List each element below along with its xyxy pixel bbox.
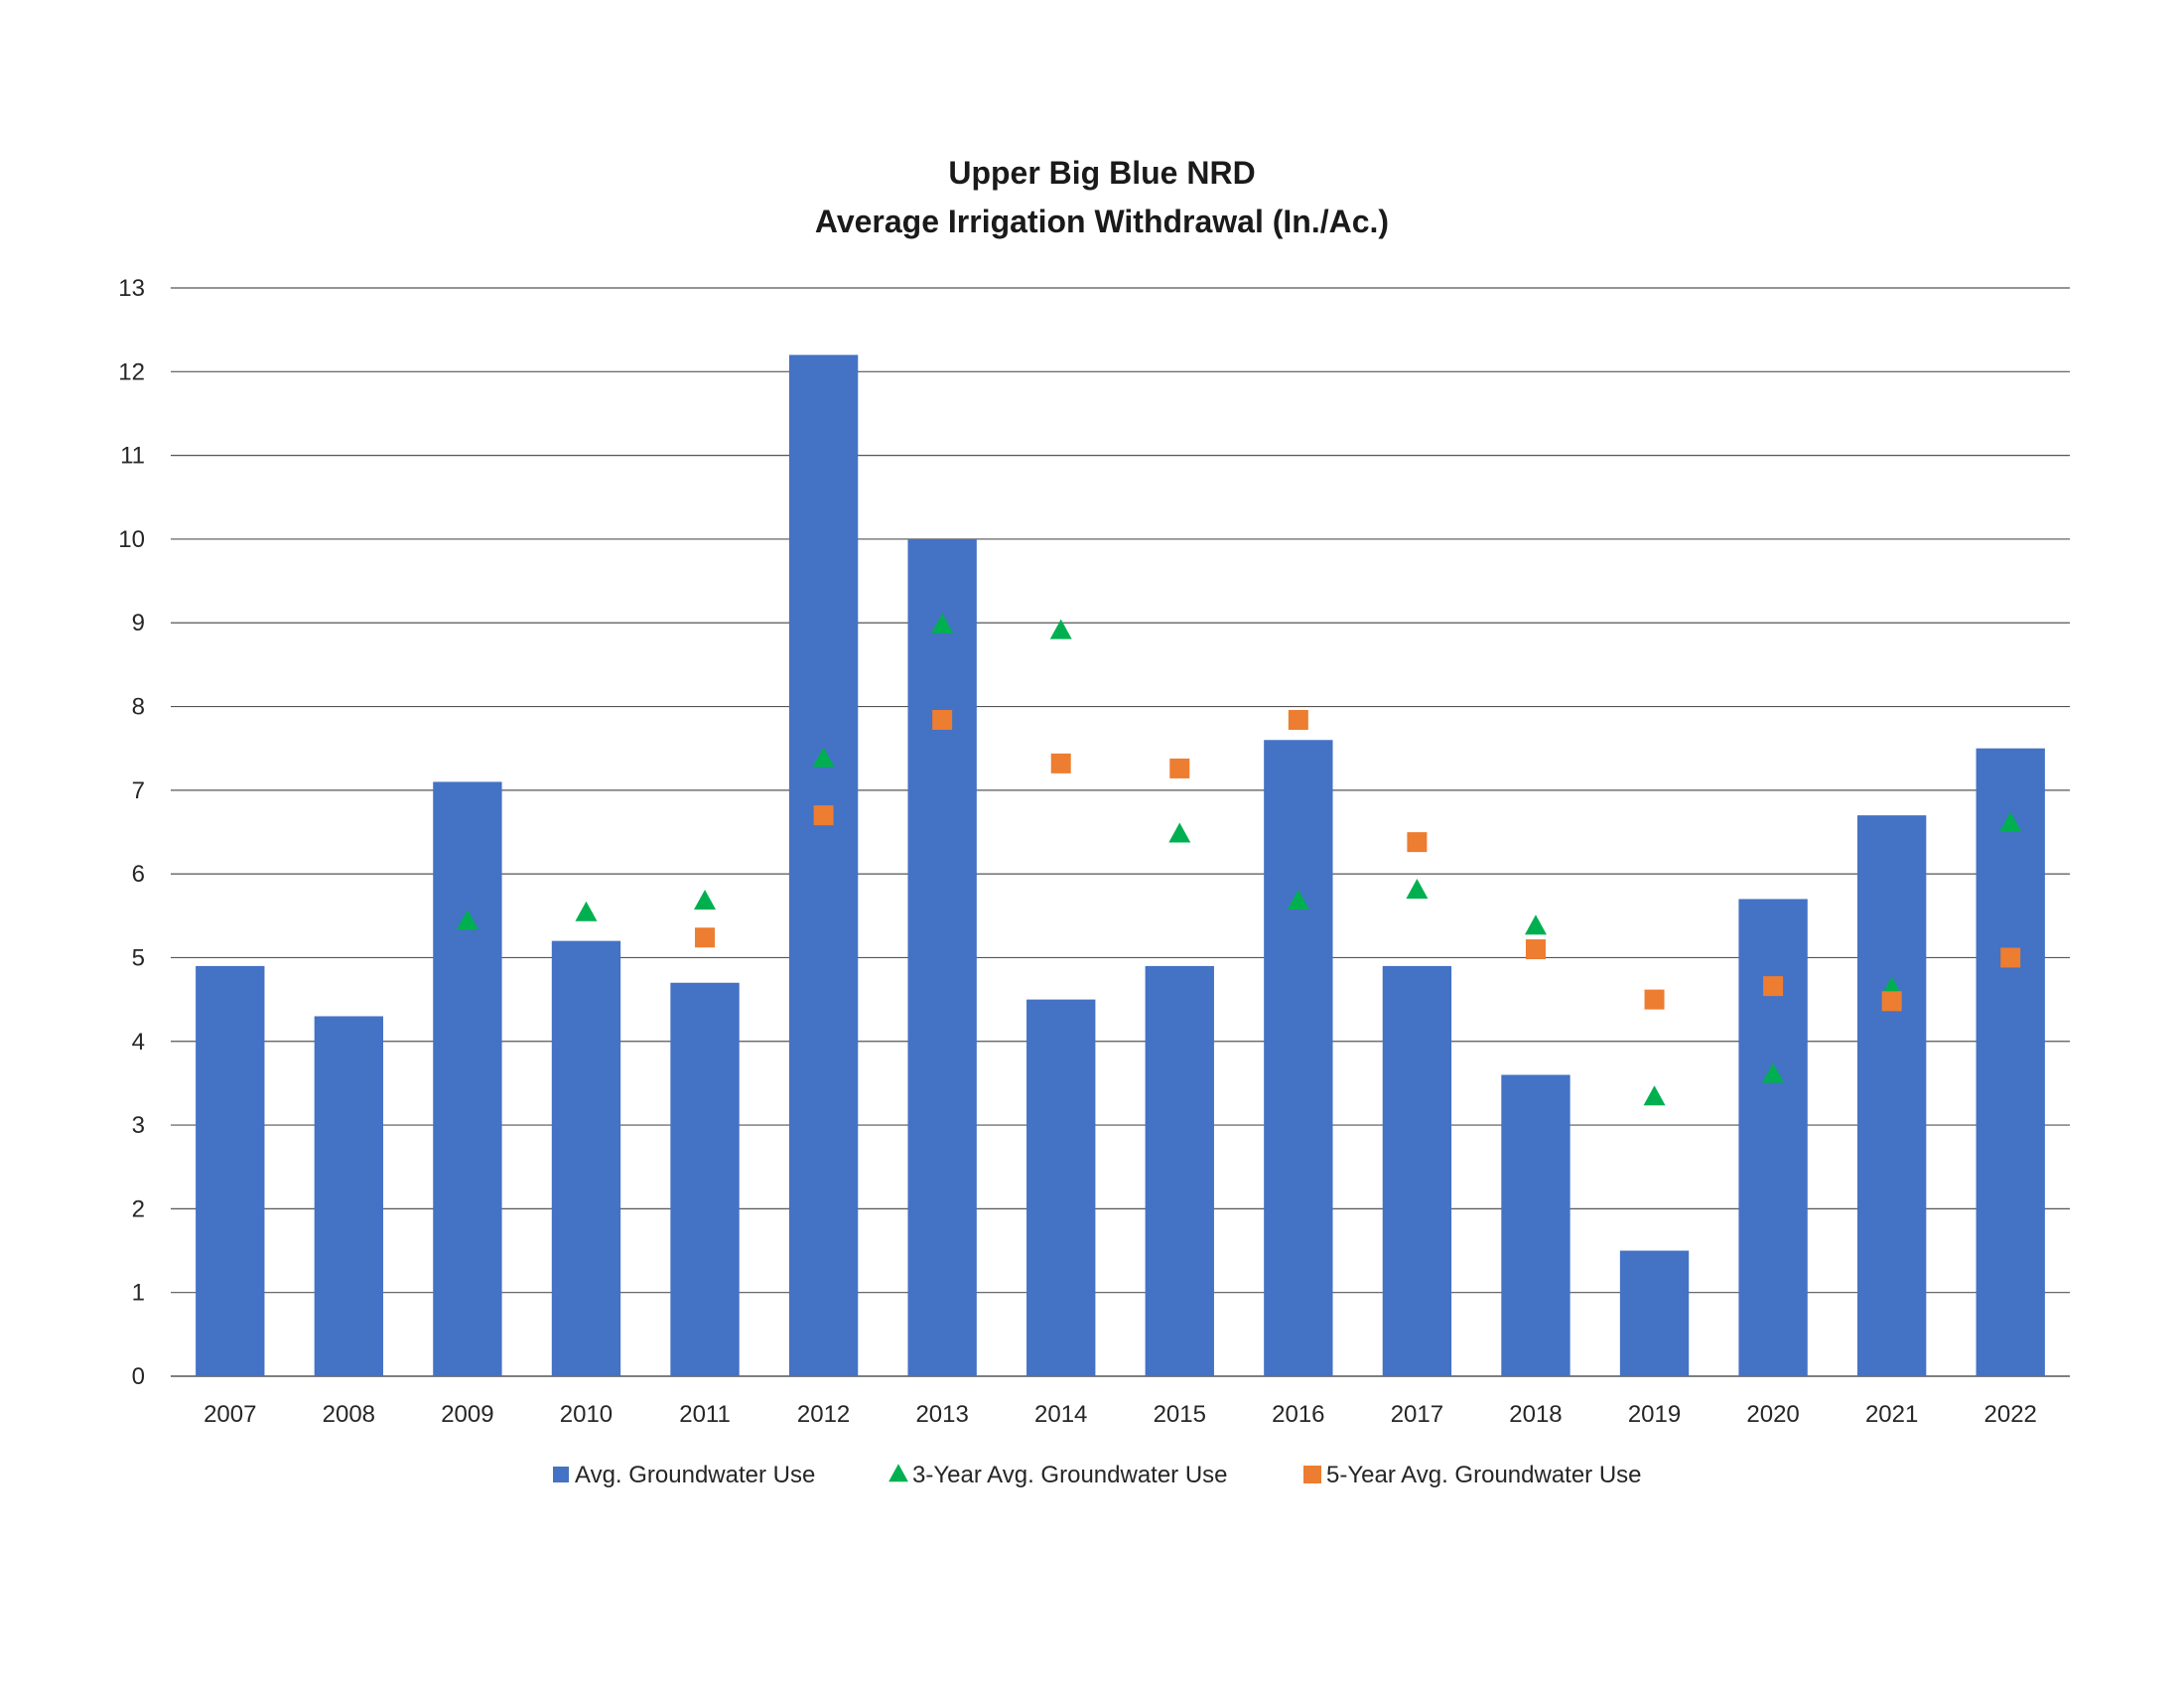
point-five-year-avg-2022 <box>2000 947 2021 968</box>
point-three-year-avg-2016 <box>1287 889 1309 910</box>
point-three-year-avg-2009 <box>456 910 478 930</box>
x-tick-label-2016: 2016 <box>1272 1401 1324 1428</box>
point-five-year-avg-2021 <box>1881 991 1902 1012</box>
y-tick-label-8: 8 <box>132 694 145 721</box>
bar-2009 <box>433 781 502 1376</box>
point-three-year-avg-2019 <box>1643 1085 1666 1106</box>
legend-label-avg-groundwater: Avg. Groundwater Use <box>575 1462 815 1488</box>
x-tick-label-2007: 2007 <box>204 1401 256 1428</box>
point-three-year-avg-2012 <box>812 747 835 768</box>
point-three-year-avg-2014 <box>1049 619 1072 639</box>
bar-series <box>196 354 2045 1376</box>
point-five-year-avg-2013 <box>932 710 953 731</box>
bar-2019 <box>1619 1250 1690 1376</box>
point-five-year-avg-2012 <box>813 805 834 826</box>
x-tick-label-2012: 2012 <box>797 1401 850 1428</box>
legend-swatch-five-year-avg <box>1303 1466 1321 1483</box>
bar-2014 <box>1026 999 1096 1376</box>
point-five-year-avg-2011 <box>695 927 716 948</box>
x-tick-label-2018: 2018 <box>1509 1401 1562 1428</box>
bar-2021 <box>1856 815 1927 1376</box>
y-tick-label-4: 4 <box>132 1029 145 1055</box>
y-tick-label-10: 10 <box>118 526 145 553</box>
y-tick-label-9: 9 <box>132 610 145 636</box>
y-tick-label-2: 2 <box>132 1196 145 1222</box>
point-five-year-avg-2019 <box>1644 989 1665 1010</box>
y-tick-label-5: 5 <box>132 944 145 971</box>
bar-2017 <box>1382 965 1452 1376</box>
point-three-year-avg-2022 <box>1999 811 2022 832</box>
x-tick-label-2019: 2019 <box>1628 1401 1681 1428</box>
y-tick-label-0: 0 <box>132 1363 145 1390</box>
y-tick-label-3: 3 <box>132 1112 145 1139</box>
legend-item-three-year-avg: 3-Year Avg. Groundwater Use <box>888 1462 1228 1488</box>
point-three-year-avg-2015 <box>1168 822 1191 843</box>
legend: Avg. Groundwater Use 3-Year Avg. Groundwa… <box>553 1462 1642 1488</box>
marker-series <box>456 613 2022 1106</box>
point-three-year-avg-2010 <box>575 901 598 921</box>
y-tick-label-1: 1 <box>132 1280 145 1307</box>
chart-title-line-1: Upper Big Blue NRD <box>948 155 1255 191</box>
bar-2011 <box>670 982 740 1376</box>
legend-item-five-year-avg: 5-Year Avg. Groundwater Use <box>1303 1462 1642 1488</box>
x-tick-label-2008: 2008 <box>323 1401 375 1428</box>
bar-2010 <box>551 940 621 1376</box>
x-tick-label-2013: 2013 <box>915 1401 968 1428</box>
point-five-year-avg-2016 <box>1288 710 1308 731</box>
bar-2015 <box>1145 965 1214 1376</box>
bar-2013 <box>907 538 977 1376</box>
x-tick-label-2009: 2009 <box>441 1401 493 1428</box>
y-tick-label-11: 11 <box>120 443 145 470</box>
point-five-year-avg-2020 <box>1763 976 1784 997</box>
x-tick-label-2014: 2014 <box>1034 1401 1087 1428</box>
x-tick-label-2021: 2021 <box>1865 1401 1918 1428</box>
legend-swatch-three-year-avg <box>888 1464 908 1482</box>
bar-2020 <box>1738 899 1808 1376</box>
bar-2007 <box>196 965 265 1376</box>
x-tick-label-2022: 2022 <box>1984 1401 2037 1428</box>
x-tick-label-2020: 2020 <box>1746 1401 1799 1428</box>
point-five-year-avg-2018 <box>1525 939 1546 960</box>
bar-2022 <box>1976 748 2045 1376</box>
chart-title: Upper Big Blue NRD Average Irrigation Wi… <box>815 155 1389 239</box>
point-five-year-avg-2017 <box>1407 832 1428 853</box>
y-tick-label-13: 13 <box>118 275 145 302</box>
chart-title-line-2: Average Irrigation Withdrawal (In./Ac.) <box>815 204 1389 239</box>
x-tick-label-2017: 2017 <box>1391 1401 1443 1428</box>
bar-2016 <box>1264 740 1333 1376</box>
point-three-year-avg-2017 <box>1406 879 1429 900</box>
point-five-year-avg-2015 <box>1169 758 1190 778</box>
x-tick-label-2010: 2010 <box>560 1401 613 1428</box>
legend-swatch-avg-groundwater <box>553 1467 569 1482</box>
bar-2012 <box>788 354 859 1376</box>
y-tick-label-12: 12 <box>118 358 145 385</box>
point-five-year-avg-2014 <box>1050 753 1071 774</box>
legend-item-avg-groundwater: Avg. Groundwater Use <box>553 1462 815 1488</box>
legend-label-five-year-avg: 5-Year Avg. Groundwater Use <box>1326 1462 1642 1488</box>
point-three-year-avg-2011 <box>694 889 717 910</box>
legend-label-three-year-avg: 3-Year Avg. Groundwater Use <box>912 1462 1228 1488</box>
point-three-year-avg-2013 <box>931 613 954 633</box>
point-three-year-avg-2020 <box>1762 1062 1785 1083</box>
bar-2008 <box>314 1016 384 1376</box>
y-tick-label-7: 7 <box>132 777 145 804</box>
x-tick-label-2011: 2011 <box>679 1401 731 1428</box>
bar-2018 <box>1501 1074 1570 1376</box>
x-tick-label-2015: 2015 <box>1154 1401 1206 1428</box>
x-axis-ticks: 2007 2008 2009 2010 2011 2012 2013 2014 2015 2016… <box>204 1401 2037 1428</box>
point-three-year-avg-2018 <box>1524 914 1547 935</box>
y-tick-label-6: 6 <box>132 861 145 888</box>
